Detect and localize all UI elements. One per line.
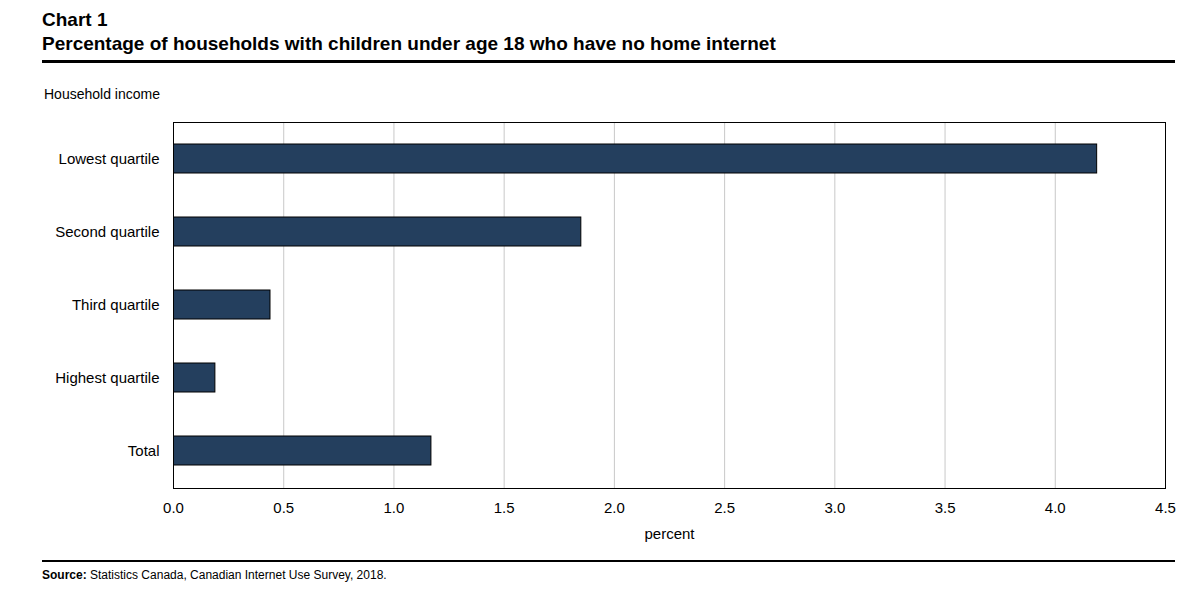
- svg-text:4.5: 4.5: [1155, 499, 1176, 516]
- svg-text:0.0: 0.0: [163, 499, 184, 516]
- html-text:Source: Statistics Canada, Can: Source: Statistics Canada, Canadian Inte…: [42, 568, 387, 582]
- svg-text:Total: Total: [128, 442, 160, 459]
- svg-text:3.5: 3.5: [935, 499, 956, 516]
- svg-text:2.5: 2.5: [714, 499, 735, 516]
- svg-text:0.5: 0.5: [273, 499, 294, 516]
- svg-text:percent: percent: [644, 525, 695, 542]
- svg-text:Lowest quartile: Lowest quartile: [59, 150, 160, 167]
- svg-text:2.0: 2.0: [604, 499, 625, 516]
- svg-text:Highest quartile: Highest quartile: [55, 369, 159, 386]
- svg-text:4.0: 4.0: [1045, 499, 1066, 516]
- html-text:Household income: Household income: [44, 86, 160, 102]
- html-text:Chart 1: Chart 1: [42, 9, 108, 30]
- svg-text:1.5: 1.5: [494, 499, 515, 516]
- svg-text:3.0: 3.0: [824, 499, 845, 516]
- svg-text:Second quartile: Second quartile: [55, 223, 159, 240]
- html-text:Percentage of households with: Percentage of households with children u…: [42, 33, 776, 54]
- svg-text:Third quartile: Third quartile: [72, 296, 160, 313]
- svg-text:1.0: 1.0: [384, 499, 405, 516]
